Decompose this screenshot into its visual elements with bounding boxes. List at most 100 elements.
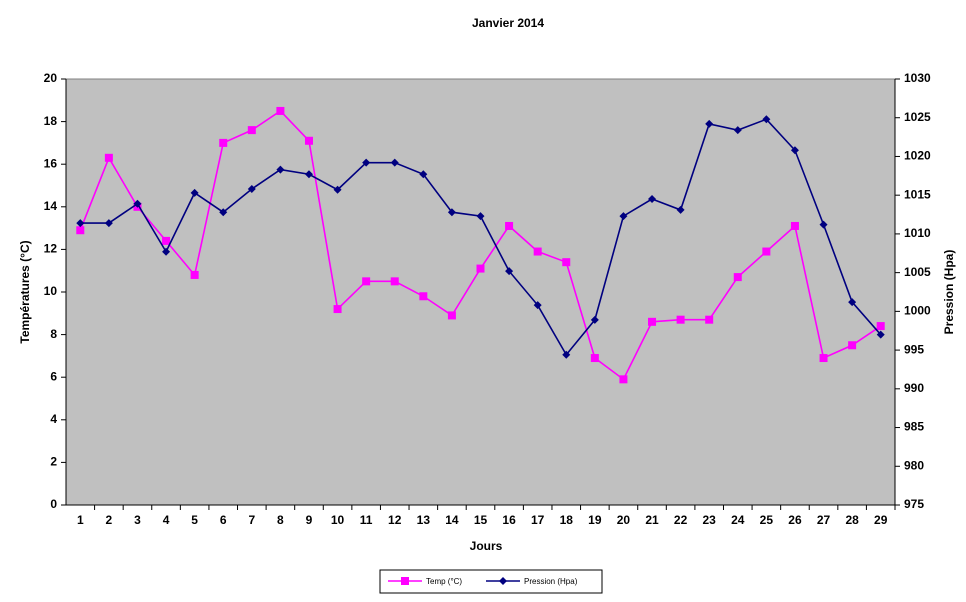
marker xyxy=(133,199,142,208)
marker xyxy=(876,330,885,339)
y-tick-label: 6 xyxy=(50,369,57,383)
marker xyxy=(499,577,507,585)
y-tick-label: 14 xyxy=(44,199,58,213)
legend-label: Pression (Hpa) xyxy=(524,577,578,586)
y-tick-label: 18 xyxy=(44,114,58,128)
marker xyxy=(476,264,485,273)
y2-tick-label: 975 xyxy=(904,497,924,511)
marker xyxy=(476,212,485,221)
marker xyxy=(190,270,199,279)
y-tick-label: 0 xyxy=(50,497,57,511)
marker xyxy=(447,311,456,320)
marker xyxy=(304,136,313,145)
marker xyxy=(762,115,771,124)
y2-axis-title: Pression (Hpa) xyxy=(942,250,956,335)
marker xyxy=(733,126,742,135)
x-tick-label: 13 xyxy=(417,513,431,527)
marker xyxy=(76,226,85,235)
marker xyxy=(619,375,628,384)
marker xyxy=(219,208,228,217)
marker xyxy=(76,219,85,228)
y2-tick-label: 1020 xyxy=(904,149,931,163)
x-tick-label: 29 xyxy=(874,513,888,527)
marker xyxy=(819,354,828,363)
x-tick-label: 11 xyxy=(360,513,373,527)
marker xyxy=(162,236,171,245)
marker xyxy=(333,185,342,194)
y-tick-label: 10 xyxy=(44,284,58,298)
marker xyxy=(390,158,399,167)
x-axis-title: Jours xyxy=(470,539,503,553)
marker xyxy=(401,577,409,585)
x-tick-label: 27 xyxy=(817,513,831,527)
x-tick-label: 14 xyxy=(445,513,459,527)
marker xyxy=(819,220,828,229)
marker xyxy=(419,292,428,301)
x-tick-label: 2 xyxy=(106,513,113,527)
marker xyxy=(390,277,399,286)
marker xyxy=(562,258,571,267)
marker xyxy=(190,188,199,197)
marker xyxy=(419,170,428,179)
x-tick-label: 3 xyxy=(134,513,141,527)
x-tick-label: 21 xyxy=(645,513,659,527)
marker xyxy=(676,205,685,214)
x-tick-label: 10 xyxy=(331,513,345,527)
x-tick-label: 7 xyxy=(248,513,255,527)
y2-tick-label: 995 xyxy=(904,342,924,356)
x-tick-label: 4 xyxy=(163,513,170,527)
y2-tick-label: 990 xyxy=(904,381,924,395)
marker xyxy=(247,126,256,135)
marker xyxy=(590,315,599,324)
x-tick-label: 18 xyxy=(560,513,574,527)
y-axis-title: Températures (°C) xyxy=(18,240,32,343)
y2-tick-label: 1000 xyxy=(904,304,931,318)
marker xyxy=(876,322,885,331)
marker xyxy=(362,277,371,286)
legend-label: Temp (°C) xyxy=(426,577,462,586)
marker xyxy=(848,298,857,307)
marker xyxy=(104,219,113,228)
y2-tick-label: 1015 xyxy=(904,187,931,201)
y-tick-label: 20 xyxy=(44,71,58,85)
marker xyxy=(276,165,285,174)
y-tick-label: 16 xyxy=(44,156,58,170)
marker xyxy=(304,170,313,179)
marker xyxy=(533,247,542,256)
marker xyxy=(333,305,342,314)
x-tick-label: 6 xyxy=(220,513,227,527)
y2-tick-label: 980 xyxy=(904,458,924,472)
y2-tick-label: 1005 xyxy=(904,265,931,279)
x-tick-label: 26 xyxy=(788,513,802,527)
x-tick-label: 23 xyxy=(703,513,717,527)
x-tick-label: 20 xyxy=(617,513,631,527)
marker xyxy=(762,247,771,256)
x-tick-label: 17 xyxy=(531,513,545,527)
x-tick-label: 8 xyxy=(277,513,284,527)
marker xyxy=(505,267,514,276)
x-tick-label: 22 xyxy=(674,513,688,527)
marker xyxy=(705,119,714,128)
y2-tick-label: 1025 xyxy=(904,110,931,124)
marker xyxy=(619,212,628,221)
x-tick-label: 1 xyxy=(77,513,84,527)
x-tick-label: 25 xyxy=(760,513,774,527)
marker xyxy=(648,195,657,204)
marker xyxy=(648,317,657,326)
x-tick-label: 9 xyxy=(306,513,313,527)
x-tick-label: 19 xyxy=(588,513,602,527)
x-tick-label: 28 xyxy=(845,513,859,527)
y-tick-label: 8 xyxy=(50,327,57,341)
marker xyxy=(848,341,857,350)
y-tick-label: 12 xyxy=(44,242,58,256)
marker xyxy=(562,350,571,359)
x-tick-label: 5 xyxy=(191,513,198,527)
y-tick-label: 2 xyxy=(50,455,57,469)
marker xyxy=(790,221,799,230)
x-tick-label: 24 xyxy=(731,513,745,527)
plot-area xyxy=(65,78,896,506)
marker xyxy=(276,106,285,115)
y-tick-label: 4 xyxy=(50,412,57,426)
marker xyxy=(676,315,685,324)
